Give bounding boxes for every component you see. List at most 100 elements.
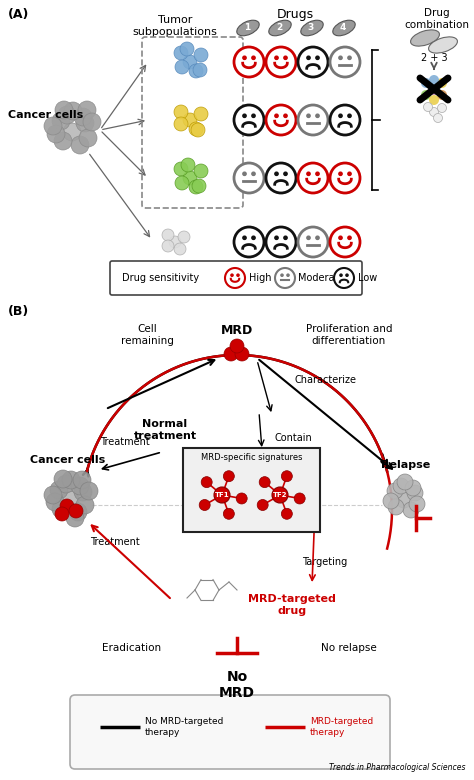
Text: TF2: TF2 bbox=[273, 492, 287, 498]
Circle shape bbox=[298, 227, 328, 257]
Ellipse shape bbox=[428, 37, 457, 53]
Circle shape bbox=[74, 108, 92, 126]
Circle shape bbox=[74, 483, 92, 501]
Circle shape bbox=[409, 496, 425, 512]
FancyBboxPatch shape bbox=[110, 261, 362, 295]
Circle shape bbox=[437, 90, 447, 100]
Circle shape bbox=[348, 114, 351, 118]
Text: No relapse: No relapse bbox=[321, 643, 377, 653]
Circle shape bbox=[69, 504, 83, 518]
Circle shape bbox=[175, 176, 189, 190]
Circle shape bbox=[71, 477, 89, 495]
Text: Healthy cells: Healthy cells bbox=[141, 264, 209, 274]
Text: Tumor
subpopulations: Tumor subpopulations bbox=[133, 15, 218, 37]
Circle shape bbox=[330, 163, 360, 193]
Circle shape bbox=[183, 113, 197, 127]
Circle shape bbox=[189, 122, 203, 136]
Circle shape bbox=[46, 493, 64, 511]
Circle shape bbox=[423, 102, 432, 112]
Circle shape bbox=[235, 347, 249, 361]
Circle shape bbox=[174, 117, 188, 131]
Text: Treatment: Treatment bbox=[100, 437, 150, 447]
Text: Contain: Contain bbox=[275, 433, 313, 443]
Circle shape bbox=[429, 108, 438, 116]
Circle shape bbox=[55, 101, 73, 119]
Circle shape bbox=[73, 471, 91, 489]
Ellipse shape bbox=[269, 20, 291, 36]
Circle shape bbox=[52, 112, 70, 130]
Circle shape bbox=[339, 56, 342, 59]
FancyBboxPatch shape bbox=[70, 695, 390, 769]
Circle shape bbox=[334, 268, 354, 288]
Circle shape bbox=[44, 486, 62, 504]
Circle shape bbox=[52, 500, 70, 518]
Circle shape bbox=[80, 482, 98, 500]
Text: Relapse: Relapse bbox=[382, 460, 430, 470]
Text: MRD: MRD bbox=[221, 324, 253, 336]
Circle shape bbox=[231, 274, 233, 276]
Circle shape bbox=[438, 104, 447, 112]
Circle shape bbox=[183, 171, 197, 185]
Circle shape bbox=[252, 56, 255, 59]
Text: Characterize: Characterize bbox=[295, 375, 357, 385]
Circle shape bbox=[339, 172, 342, 176]
Circle shape bbox=[178, 231, 190, 243]
Circle shape bbox=[201, 477, 212, 488]
Circle shape bbox=[183, 55, 197, 69]
Circle shape bbox=[50, 481, 68, 499]
Circle shape bbox=[257, 499, 268, 510]
Circle shape bbox=[275, 236, 278, 239]
Circle shape bbox=[348, 56, 351, 59]
Circle shape bbox=[282, 470, 292, 482]
Text: 4: 4 bbox=[340, 23, 346, 31]
Circle shape bbox=[284, 236, 287, 239]
Circle shape bbox=[169, 236, 181, 248]
Circle shape bbox=[54, 470, 72, 488]
Text: Normal
treatment: Normal treatment bbox=[134, 419, 197, 441]
Circle shape bbox=[237, 274, 239, 276]
Circle shape bbox=[234, 227, 264, 257]
Circle shape bbox=[284, 114, 287, 118]
Circle shape bbox=[393, 478, 409, 494]
Circle shape bbox=[194, 48, 208, 62]
Circle shape bbox=[287, 274, 289, 276]
Circle shape bbox=[429, 85, 439, 95]
Circle shape bbox=[174, 162, 188, 176]
Circle shape bbox=[281, 274, 283, 276]
Circle shape bbox=[230, 339, 244, 353]
Circle shape bbox=[54, 132, 72, 150]
Circle shape bbox=[79, 129, 97, 147]
Circle shape bbox=[307, 236, 310, 239]
Circle shape bbox=[330, 105, 360, 135]
Text: (B): (B) bbox=[8, 305, 29, 318]
Circle shape bbox=[192, 179, 206, 193]
Circle shape bbox=[83, 113, 101, 131]
FancyBboxPatch shape bbox=[183, 448, 320, 532]
Circle shape bbox=[162, 229, 174, 241]
Circle shape bbox=[63, 123, 81, 141]
Circle shape bbox=[340, 274, 342, 276]
Circle shape bbox=[266, 105, 296, 135]
Circle shape bbox=[339, 236, 342, 239]
Circle shape bbox=[214, 487, 230, 503]
Circle shape bbox=[275, 114, 278, 118]
Text: Cell
remaining: Cell remaining bbox=[120, 324, 173, 346]
Circle shape bbox=[243, 172, 246, 176]
Circle shape bbox=[236, 493, 247, 504]
Text: Drugs: Drugs bbox=[276, 8, 314, 21]
Circle shape bbox=[298, 163, 328, 193]
Circle shape bbox=[407, 485, 423, 501]
Circle shape bbox=[47, 125, 65, 143]
Circle shape bbox=[199, 499, 210, 510]
Circle shape bbox=[348, 172, 351, 176]
Text: High: High bbox=[249, 273, 272, 283]
Circle shape bbox=[275, 56, 278, 59]
Text: 2: 2 bbox=[276, 23, 282, 31]
Circle shape bbox=[275, 172, 278, 176]
Text: Cancer cells: Cancer cells bbox=[30, 455, 106, 465]
Circle shape bbox=[174, 105, 188, 119]
Circle shape bbox=[266, 47, 296, 77]
Circle shape bbox=[174, 243, 186, 255]
Text: Cancer cells: Cancer cells bbox=[8, 110, 83, 120]
Circle shape bbox=[266, 163, 296, 193]
